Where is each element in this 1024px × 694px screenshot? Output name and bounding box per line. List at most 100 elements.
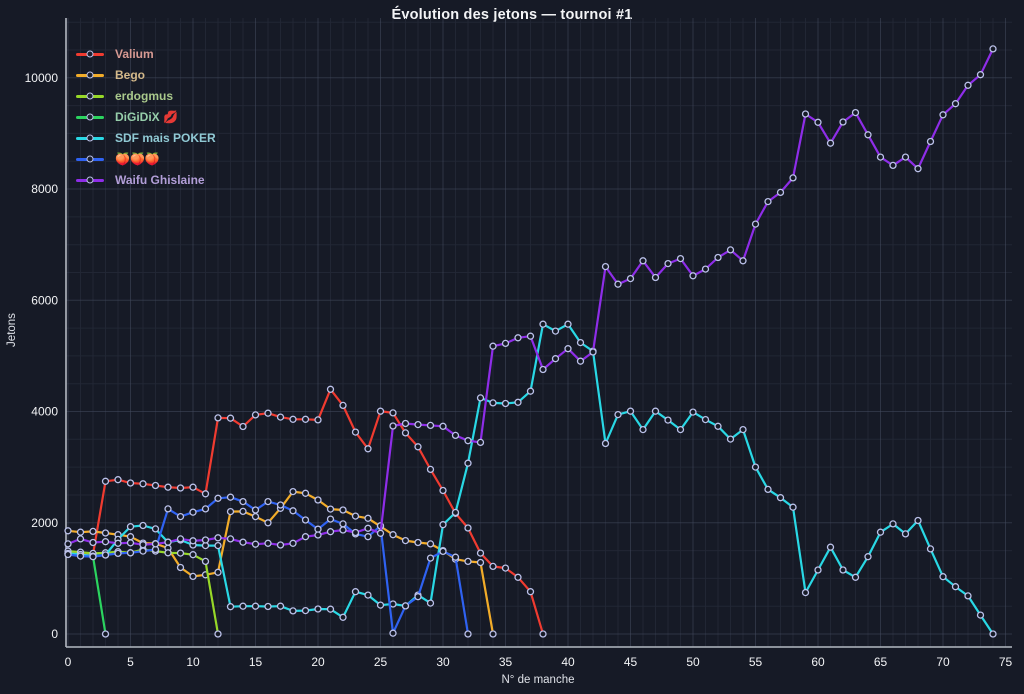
data-point: [926, 545, 935, 553]
legend-label-valium: Valium: [115, 47, 154, 61]
data-point: [476, 558, 485, 567]
data-point: [226, 414, 235, 422]
data-point: [651, 273, 660, 282]
data-point: [701, 265, 710, 273]
legend-item-erdogmus[interactable]: erdogmus: [76, 89, 216, 103]
data-point: [139, 547, 147, 555]
data-point: [126, 533, 135, 541]
y-tick-label: 6000: [31, 293, 58, 307]
data-point: [101, 630, 110, 638]
data-point: [739, 425, 747, 434]
data-point: [214, 494, 222, 502]
x-tick-label: 30: [436, 655, 450, 669]
data-point: [264, 409, 272, 417]
data-point: [751, 463, 760, 471]
data-point: [776, 494, 785, 502]
legend-item-bego[interactable]: Bego: [76, 68, 216, 82]
legend-swatch-valium: [76, 50, 104, 58]
data-point: [214, 630, 222, 638]
data-point: [626, 274, 635, 283]
data-point: [426, 465, 435, 474]
data-point: [764, 197, 772, 206]
data-point: [251, 512, 260, 521]
data-point: [64, 540, 72, 548]
data-point: [614, 410, 622, 419]
data-point: [551, 327, 560, 335]
y-tick-label: 0: [51, 627, 58, 641]
data-point: [314, 416, 322, 424]
data-point: [376, 407, 385, 415]
data-point: [464, 437, 472, 445]
x-tick-label: 25: [374, 655, 388, 669]
data-point: [101, 529, 110, 537]
data-point: [939, 111, 947, 119]
legend-marker-icon: [86, 71, 94, 79]
data-point: [476, 549, 485, 557]
legend-swatch-digidix: [76, 113, 104, 121]
legend-item-peaches[interactable]: 🍑🍑🍑: [76, 152, 216, 166]
data-point: [576, 338, 585, 347]
data-point: [976, 71, 985, 79]
data-point: [764, 485, 772, 494]
data-point: [151, 540, 160, 548]
data-point: [301, 533, 310, 541]
data-point: [201, 557, 210, 566]
legend-item-digidix[interactable]: DiGiDiX 💋: [76, 110, 216, 124]
x-tick-label: 5: [127, 655, 134, 669]
data-point: [214, 414, 222, 422]
data-point: [426, 599, 435, 607]
data-point: [526, 588, 535, 596]
data-point: [176, 512, 185, 521]
data-point: [314, 525, 322, 533]
data-point: [339, 613, 347, 621]
data-point: [276, 501, 285, 509]
data-point: [251, 506, 260, 514]
data-point: [389, 531, 397, 539]
data-point: [676, 254, 685, 263]
data-point: [501, 564, 510, 572]
data-point: [389, 422, 397, 430]
data-point: [101, 551, 110, 559]
data-point: [101, 477, 110, 485]
data-point: [326, 385, 335, 393]
data-point: [539, 630, 547, 638]
data-point: [239, 602, 247, 610]
data-point: [101, 538, 110, 546]
data-point: [664, 416, 672, 424]
data-point: [751, 220, 760, 228]
data-point: [364, 533, 372, 541]
data-point: [226, 507, 235, 516]
data-point: [414, 443, 422, 451]
data-point: [126, 523, 135, 531]
grid-major: [66, 18, 1012, 647]
data-point: [326, 605, 335, 613]
data-point: [239, 422, 247, 431]
data-point: [964, 81, 972, 89]
data-point: [89, 553, 97, 561]
series-line-digidix: [66, 552, 107, 636]
legend-item-valium[interactable]: Valium: [76, 47, 216, 61]
x-tick-label: 15: [249, 655, 263, 669]
data-point: [264, 602, 272, 611]
legend-item-sdf-mais-poker[interactable]: SDF mais POKER: [76, 131, 216, 145]
data-point: [176, 484, 185, 492]
data-point: [89, 538, 97, 547]
data-point: [351, 428, 360, 436]
data-point: [639, 425, 647, 434]
data-point: [189, 483, 197, 491]
data-point: [489, 399, 497, 407]
data-point: [264, 497, 272, 506]
data-point: [526, 332, 535, 340]
data-point: [439, 521, 447, 529]
data-point: [76, 552, 85, 560]
data-point: [914, 165, 922, 173]
legend-item-waifu-ghislaine[interactable]: Waifu Ghislaine: [76, 173, 216, 187]
data-point: [276, 413, 285, 421]
data-point: [414, 420, 422, 429]
data-point: [951, 100, 960, 108]
series-points-waifu-ghislaine: [64, 45, 997, 549]
x-tick-label: 60: [811, 655, 825, 669]
data-point: [164, 538, 172, 546]
data-point: [226, 603, 235, 611]
